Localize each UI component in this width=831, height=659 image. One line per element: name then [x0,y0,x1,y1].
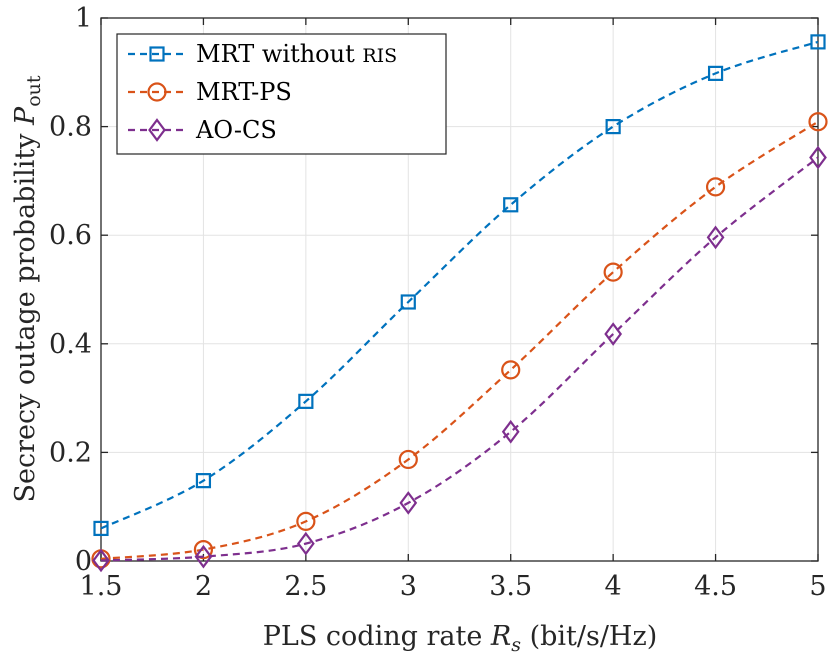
legend-label: AO-CS [195,116,277,144]
x-tick-label: 3 [400,571,417,602]
plot-series [91,34,828,573]
data-point-square [503,197,519,213]
data-point-diamond [92,548,110,573]
axes [100,17,819,562]
legend-entry: MRT-PS [128,78,292,106]
data-point-square [400,294,416,310]
y-tick-label: 0.2 [49,437,92,468]
data-point-circle [705,177,726,197]
data-point-square [810,34,826,50]
data-point-circle [501,360,521,380]
legend-marker-diamond [148,118,166,142]
data-point-diamond [399,491,418,515]
legend-entry: MRT without RIS [128,40,397,68]
y-tick-label: 1 [75,3,92,34]
y-tick-label: 0.8 [49,112,92,143]
x-axis-label: PLS coding rate Rs (bit/s/Hz) [263,621,658,656]
legend-label: MRT-PS [196,78,292,106]
series-mrt-ps [91,112,828,569]
series-mrt-without-ris [93,34,826,537]
legend-marker-circle [147,82,167,102]
series-ao-cs [92,145,827,573]
data-point-square [93,520,109,537]
x-tick-label: 5 [809,571,826,602]
data-point-circle [808,112,828,132]
plot-frame [100,17,819,562]
legend-marker-square [149,46,165,62]
legend: MRT without RIS MRT-PS AO-CS [116,33,447,155]
data-point-diamond [706,225,725,250]
legend-entry: AO-CS [128,116,277,144]
data-point-square [298,393,314,409]
data-point-square [707,65,724,81]
legend-label: MRT without RIS [196,40,397,68]
x-tick-label: 4 [605,571,622,602]
data-point-diamond [604,322,623,346]
data-point-circle [193,539,214,560]
x-tick-label: 4.5 [694,571,737,602]
y-tick-label: 0.6 [49,220,92,251]
x-tick-label: 1.5 [80,571,123,602]
data-point-diamond [296,531,315,556]
legend-box [116,33,447,155]
x-tick-label: 3.5 [489,571,532,602]
series-line [100,120,819,560]
data-point-square [195,473,212,489]
data-point-square [605,118,621,135]
series-line [100,156,819,562]
y-axis-label: Secrecy outage probability Pout [10,75,45,502]
tick-labels: 1.5 2 2.5 3 3.5 4 4.5 5 0 0.2 0.4 0.6 0.8 1 [49,3,827,602]
x-tick-label: 2 [195,571,212,602]
data-point-diamond [194,544,213,569]
data-point-circle [398,449,418,470]
x-tick-label: 2.5 [284,571,327,602]
data-point-diamond [501,419,520,444]
data-point-diamond [809,145,827,170]
data-point-circle [296,511,316,531]
y-tick-label: 0 [75,546,92,577]
data-point-circle [603,262,623,282]
y-tick-label: 0.4 [49,329,92,360]
